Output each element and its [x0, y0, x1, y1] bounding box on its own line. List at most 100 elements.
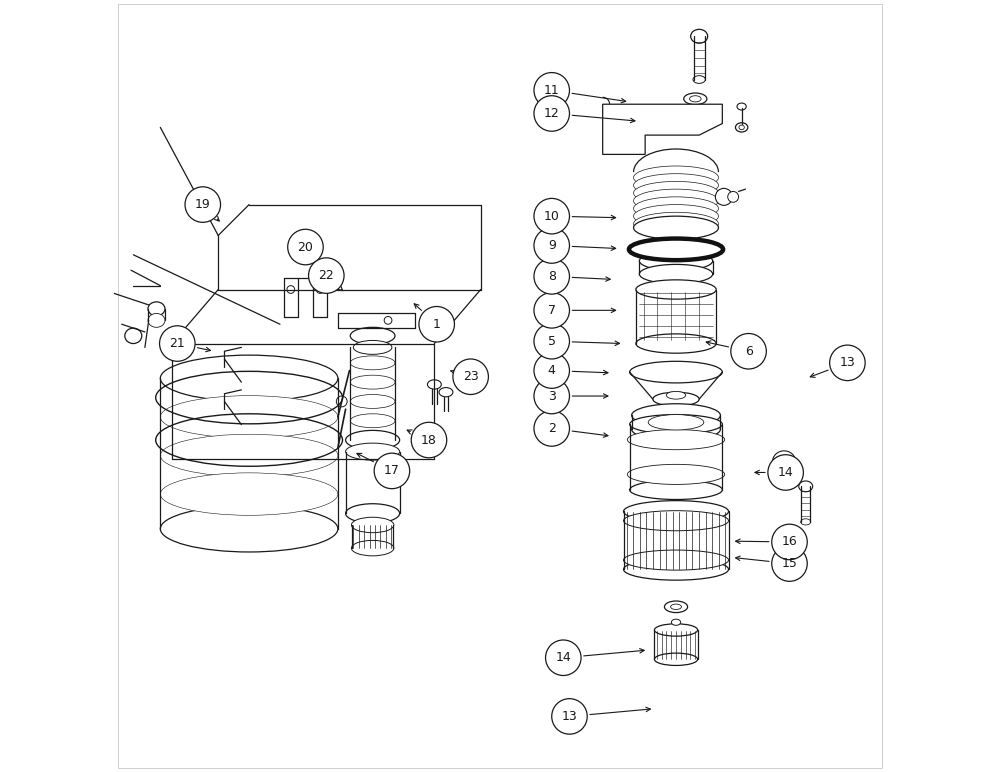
Ellipse shape — [666, 391, 686, 399]
Text: 16: 16 — [782, 536, 797, 548]
Circle shape — [534, 411, 569, 446]
Ellipse shape — [715, 188, 732, 205]
Circle shape — [552, 699, 587, 734]
Ellipse shape — [664, 601, 688, 613]
Ellipse shape — [350, 327, 395, 344]
Ellipse shape — [336, 396, 347, 407]
Ellipse shape — [346, 504, 400, 523]
Text: 19: 19 — [195, 198, 211, 211]
Text: 14: 14 — [555, 652, 571, 664]
Ellipse shape — [632, 404, 720, 427]
Ellipse shape — [351, 540, 394, 556]
Ellipse shape — [636, 280, 716, 299]
Circle shape — [731, 334, 766, 369]
Ellipse shape — [427, 380, 441, 389]
Circle shape — [453, 359, 488, 394]
Circle shape — [534, 293, 569, 328]
Text: 1: 1 — [433, 318, 441, 330]
Circle shape — [419, 306, 454, 342]
Polygon shape — [603, 104, 722, 154]
Ellipse shape — [160, 355, 338, 401]
Ellipse shape — [648, 415, 704, 430]
Ellipse shape — [160, 472, 338, 516]
Text: 15: 15 — [782, 557, 797, 570]
Circle shape — [534, 73, 569, 108]
Text: 2: 2 — [548, 422, 556, 435]
Ellipse shape — [634, 181, 718, 205]
Ellipse shape — [728, 191, 739, 202]
Text: 12: 12 — [544, 107, 560, 120]
Circle shape — [768, 455, 803, 490]
Ellipse shape — [346, 443, 400, 460]
Circle shape — [534, 323, 569, 359]
Circle shape — [534, 198, 569, 234]
Text: 10: 10 — [544, 210, 560, 222]
Ellipse shape — [737, 103, 746, 110]
Ellipse shape — [160, 506, 338, 552]
Text: 11: 11 — [544, 84, 560, 96]
Ellipse shape — [630, 361, 722, 383]
Ellipse shape — [627, 464, 725, 485]
Ellipse shape — [639, 264, 713, 283]
Ellipse shape — [624, 501, 729, 523]
Ellipse shape — [690, 96, 701, 102]
Ellipse shape — [684, 93, 707, 104]
Ellipse shape — [353, 340, 392, 354]
Ellipse shape — [351, 517, 394, 533]
Ellipse shape — [630, 480, 722, 499]
Text: 17: 17 — [384, 465, 400, 477]
Ellipse shape — [259, 396, 270, 407]
Text: 21: 21 — [169, 337, 185, 350]
Text: 8: 8 — [548, 270, 556, 283]
Text: 5: 5 — [548, 335, 556, 347]
Text: 14: 14 — [778, 466, 794, 479]
Ellipse shape — [774, 464, 797, 486]
Circle shape — [160, 326, 195, 361]
Circle shape — [411, 422, 447, 458]
Circle shape — [772, 524, 807, 560]
Ellipse shape — [801, 519, 811, 525]
Ellipse shape — [350, 414, 395, 428]
Ellipse shape — [654, 653, 698, 665]
Ellipse shape — [624, 511, 729, 531]
Text: 9: 9 — [548, 239, 556, 252]
Text: 13: 13 — [840, 357, 855, 369]
Ellipse shape — [735, 123, 748, 132]
Circle shape — [534, 378, 569, 414]
Ellipse shape — [629, 239, 723, 260]
Ellipse shape — [287, 286, 295, 293]
Text: 7: 7 — [548, 304, 556, 317]
Text: 13: 13 — [562, 710, 577, 723]
Circle shape — [546, 640, 581, 676]
Ellipse shape — [779, 457, 790, 466]
Circle shape — [309, 258, 344, 293]
Ellipse shape — [634, 216, 718, 239]
Ellipse shape — [799, 481, 813, 492]
Text: 4: 4 — [548, 364, 556, 377]
Ellipse shape — [148, 313, 165, 327]
Ellipse shape — [316, 286, 324, 293]
Circle shape — [534, 353, 569, 388]
Ellipse shape — [684, 110, 707, 120]
Circle shape — [534, 228, 569, 263]
Circle shape — [830, 345, 865, 381]
Ellipse shape — [160, 395, 338, 438]
Text: 18: 18 — [421, 434, 437, 446]
Ellipse shape — [624, 559, 729, 581]
Text: 20: 20 — [298, 241, 313, 253]
Ellipse shape — [653, 392, 699, 406]
Circle shape — [374, 453, 410, 489]
Ellipse shape — [632, 418, 720, 441]
Ellipse shape — [773, 451, 796, 472]
Circle shape — [288, 229, 323, 265]
Ellipse shape — [654, 624, 698, 636]
Ellipse shape — [639, 251, 713, 270]
Ellipse shape — [641, 112, 657, 127]
Ellipse shape — [439, 388, 453, 397]
Ellipse shape — [636, 334, 716, 354]
Ellipse shape — [671, 619, 681, 625]
Text: 3: 3 — [548, 390, 556, 402]
Ellipse shape — [690, 112, 701, 118]
Ellipse shape — [350, 356, 395, 370]
Ellipse shape — [634, 197, 718, 220]
